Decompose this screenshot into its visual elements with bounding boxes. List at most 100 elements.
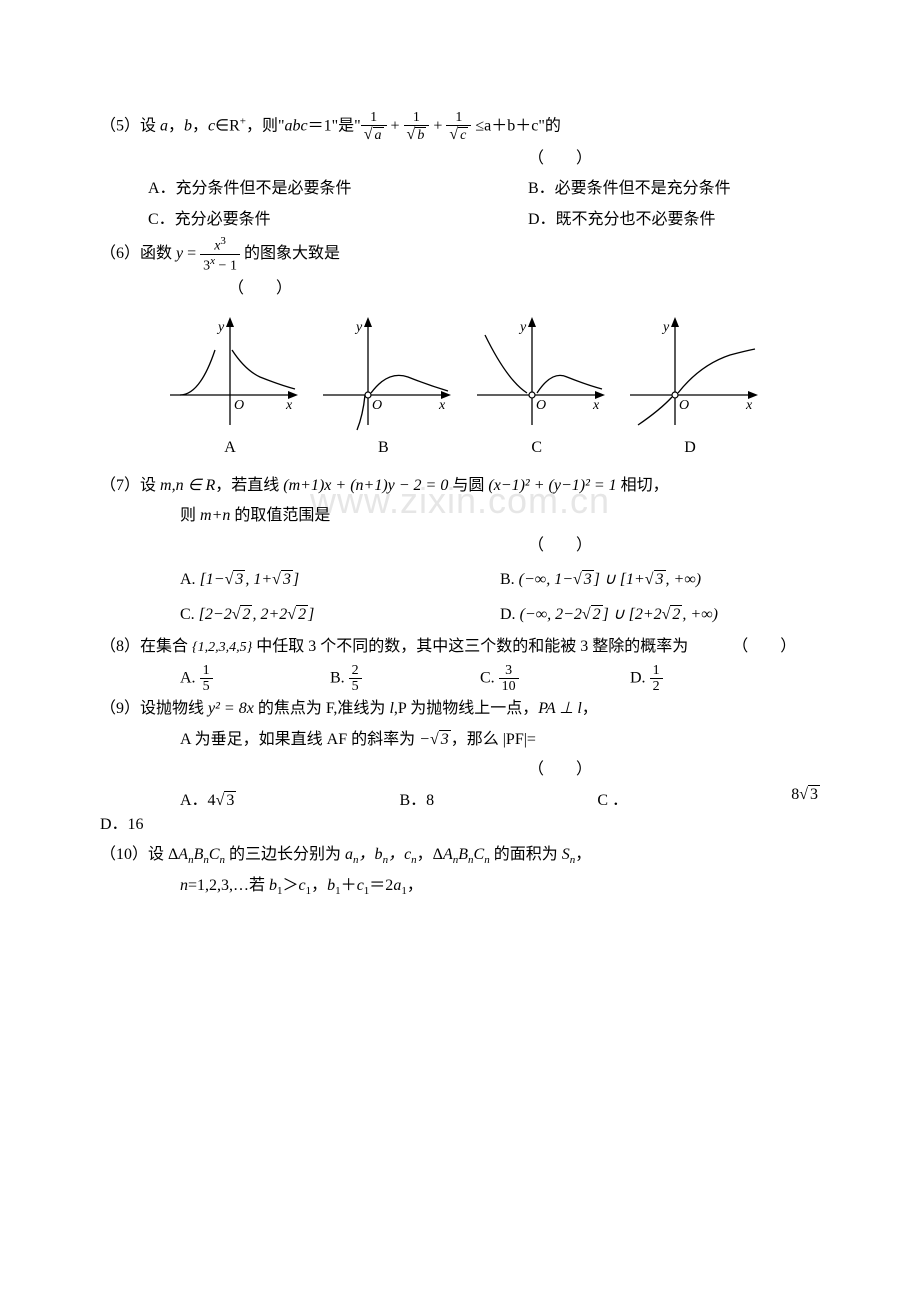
q7-circle-eq: (x−1)² + (y−1)² = 1 <box>488 477 616 494</box>
q10-t3: ，Δ <box>417 846 443 863</box>
q5-tail: ≤a＋b＋c"的 <box>471 118 561 135</box>
q7-cond: m,n ∈ R <box>160 477 215 494</box>
q9-optC: C ． <box>597 786 628 810</box>
q10-tri2: AnBnCn <box>443 846 490 863</box>
q5-optB: B．必要条件但不是充分条件 <box>528 174 731 204</box>
q6-chart-c: y x O <box>467 315 607 435</box>
q6-frac: x3 3x − 1 <box>200 235 240 274</box>
q6-paren: （ ） <box>100 274 820 304</box>
q6-chart-d: y x O <box>620 315 760 435</box>
svg-text:x: x <box>438 398 446 413</box>
q5-stem: （5）设 a，b，c∈R+，则"abc＝1"是"1√a + 1√b + 1√c … <box>100 110 820 144</box>
q10-t5: ， <box>575 846 591 863</box>
q5-optA: A．充分条件但不是必要条件 <box>100 174 528 204</box>
svg-text:y: y <box>354 320 363 335</box>
q7-optD: D. (−∞, 2−2√2] ∪ [2+2√2, +∞) <box>500 597 718 632</box>
q9-stem2: A 为垂足，如果直线 AF 的斜率为 −√3，那么 |PF|= <box>100 725 820 755</box>
q7-prefix: （7）设 <box>100 477 160 494</box>
q9-optD: D．16 <box>100 810 820 840</box>
svg-text:y: y <box>518 320 527 335</box>
q7-line2a: 则 <box>180 507 200 524</box>
q6-labelC: C <box>467 439 607 457</box>
q10-line2: n <box>180 877 188 894</box>
q9-options: A．4√3 B．8 C ． 8√3 <box>100 786 820 810</box>
q9-perp: PA ⊥ l <box>538 700 582 717</box>
svg-text:x: x <box>592 398 600 413</box>
q7-stem1: （7）设 m,n ∈ R，若直线 (m+1)x + (n+1)y − 2 = 0… <box>100 471 820 501</box>
q5-prefix: （5）设 <box>100 118 160 135</box>
q7-line-eq: (m+1)x + (n+1)y − 2 = 0 <box>283 477 448 494</box>
q10-t1: （10）设 Δ <box>100 846 178 863</box>
q10-t4: 的面积为 <box>490 846 562 863</box>
q6-chart-labels: A B C D <box>160 439 760 457</box>
q9-optB: B．8 <box>400 786 435 810</box>
svg-text:O: O <box>372 398 382 413</box>
q5-optC: C．充分必要条件 <box>100 205 528 235</box>
q9-t3: ,P 为抛物线上一点， <box>394 700 538 717</box>
q7-optC: C. [2−2√2, 2+2√2] <box>180 597 500 632</box>
q7-opts1: A. [1−√3, 1+√3] B. (−∞, 1−√3] ∪ [1+√3, +… <box>100 562 820 597</box>
svg-text:y: y <box>661 320 670 335</box>
q7-paren: （ ） <box>100 531 820 561</box>
q5-frac-c: 1√c <box>446 110 471 144</box>
q8-options: A. 15 B. 25 C. 310 D. 12 <box>100 663 820 695</box>
q9-stem1: （9）设抛物线 y² = 8x 的焦点为 F,准线为 l,P 为抛物线上一点，P… <box>100 694 820 724</box>
q6-prefix: （6）函数 <box>100 245 176 262</box>
q8-text1: （8）在集合 <box>100 638 192 655</box>
q8-text2: 中任取 3 个不同的数，其中这三个数的和能被 3 整除的概率为 <box>252 638 688 655</box>
svg-text:O: O <box>536 398 546 413</box>
q8-stem: （8）在集合 {1,2,3,4,5} 中任取 3 个不同的数，其中这三个数的和能… <box>100 632 820 662</box>
q8-optD: D. 12 <box>630 663 780 695</box>
q9-optCval: 8√3 <box>791 786 820 810</box>
q7-optB: B. (−∞, 1−√3] ∪ [1+√3, +∞) <box>500 562 701 597</box>
q10-stem1: （10）设 ΔAnBnCn 的三边长分别为 an，bn，cn，ΔAnBnCn 的… <box>100 840 820 871</box>
q10-t2: 的三边长分别为 <box>225 846 345 863</box>
q9-t1: （9）设抛物线 <box>100 700 208 717</box>
q5-vars: a <box>160 118 168 135</box>
q8-set: {1,2,3,4,5} <box>192 640 252 655</box>
q9-optA: A．4√3 <box>180 786 236 810</box>
q5-optD: D．既不充分也不必要条件 <box>528 205 716 235</box>
q7-line2b: 的取值范围是 <box>230 507 330 524</box>
q5-options-row2: C．充分必要条件 D．既不充分也不必要条件 <box>100 205 820 235</box>
q7-mid2: 与圆 <box>448 477 488 494</box>
svg-text:x: x <box>285 398 293 413</box>
q9-eq: y² = 8x <box>208 700 254 717</box>
q10-stem2: n=1,2,3,…若 b1＞c1，b1＋c1＝2a1， <box>100 871 820 902</box>
q6-charts: y x O y x O y x O <box>160 315 760 435</box>
q6-stem: （6）函数 y = x3 3x − 1 的图象大致是 <box>100 235 820 274</box>
svg-text:O: O <box>679 398 689 413</box>
q7-optA: A. [1−√3, 1+√3] <box>180 562 500 597</box>
q6-tail: 的图象大致是 <box>244 245 340 262</box>
q7-opts2: C. [2−2√2, 2+2√2] D. (−∞, 2−2√2] ∪ [2+2√… <box>100 597 820 632</box>
q9-t2: 的焦点为 F,准线为 <box>254 700 390 717</box>
svg-text:x: x <box>745 398 753 413</box>
svg-text:y: y <box>216 320 225 335</box>
q9-slope: −√3 <box>419 731 451 748</box>
q6-chart-b: y x O <box>313 315 453 435</box>
q9-line2b: ，那么 |PF|= <box>451 731 536 748</box>
q10-sides: an，bn，cn <box>345 846 417 863</box>
q5-frac-b: 1√b <box>404 110 430 144</box>
q5-frac-a: 1√a <box>361 110 387 144</box>
q6-labelA: A <box>160 439 300 457</box>
q6-lhs: y <box>176 245 183 262</box>
q8-optB: B. 25 <box>330 663 480 695</box>
svg-text:O: O <box>234 398 244 413</box>
q7-tail1: 相切， <box>617 477 669 494</box>
q9-paren: （ ） <box>100 755 820 785</box>
q7-mid1: ，若直线 <box>215 477 283 494</box>
q5-paren: （ ） <box>100 144 820 174</box>
q7-stem2: 则 m+n 的取值范围是 <box>100 501 820 531</box>
q8-paren: （ ） <box>692 638 796 655</box>
q9-t4: ， <box>582 700 598 717</box>
q10-tri1: AnBnCn <box>178 846 225 863</box>
q8-optC: C. 310 <box>480 663 630 695</box>
q7-mn: m+n <box>200 507 230 524</box>
q6-chart-a: y x O <box>160 315 300 435</box>
q9-line2: A 为垂足，如果直线 AF 的斜率为 <box>180 731 419 748</box>
q8-optA: A. 15 <box>180 663 330 695</box>
q10-Sn: Sn <box>562 846 576 863</box>
q5-options-row1: A．充分条件但不是必要条件 B．必要条件但不是充分条件 <box>100 174 820 204</box>
q6-labelD: D <box>620 439 760 457</box>
